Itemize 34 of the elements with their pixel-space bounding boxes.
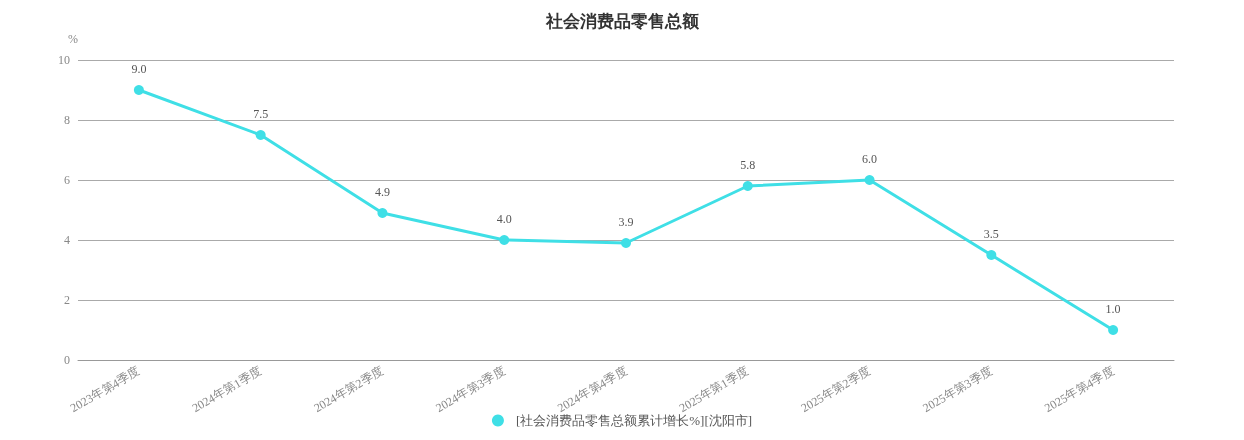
data-label: 7.5 [253, 107, 269, 121]
point [1108, 325, 1119, 335]
y-tick-label: 4 [64, 233, 70, 247]
y-tick-label: 6 [64, 173, 70, 187]
point [377, 208, 388, 218]
legend-label: [社会消费品零售总额累计增长%][沈阳市] [515, 413, 753, 428]
data-label: 1.0 [1105, 302, 1121, 316]
point [864, 175, 875, 185]
data-label: 4.0 [496, 212, 512, 226]
x-tick-label: 2025年第4季度 [1042, 363, 1117, 416]
x-tick-label: 2025年第2季度 [798, 363, 874, 416]
chart-title: 社会消费品零售总额 [544, 12, 700, 31]
x-tick-label: 2024年第1季度 [189, 363, 265, 416]
data-label: 3.5 [983, 227, 999, 241]
x-tick-label: 2024年第2季度 [311, 363, 386, 416]
point [986, 250, 997, 260]
point [742, 181, 753, 191]
point [621, 238, 631, 248]
x-tick-label: 2023年第4季度 [67, 363, 143, 416]
data-label: 5.8 [740, 158, 756, 172]
data-label: 6.0 [862, 152, 878, 166]
y-tick-label: 0 [64, 353, 70, 367]
data-label: 3.9 [618, 215, 634, 229]
x-tick-label: 2024年第3季度 [433, 363, 508, 416]
y-tick-label: 8 [64, 113, 70, 127]
y-tick-label: 10 [58, 53, 70, 67]
x-tick-label: 2025年第3季度 [920, 363, 995, 416]
point [499, 235, 510, 245]
point [133, 85, 144, 95]
y-axis-title: % [68, 32, 78, 46]
data-label: 9.0 [131, 62, 147, 76]
y-tick-label: 2 [64, 293, 70, 307]
data-label: 4.9 [374, 185, 390, 199]
point [255, 130, 266, 140]
